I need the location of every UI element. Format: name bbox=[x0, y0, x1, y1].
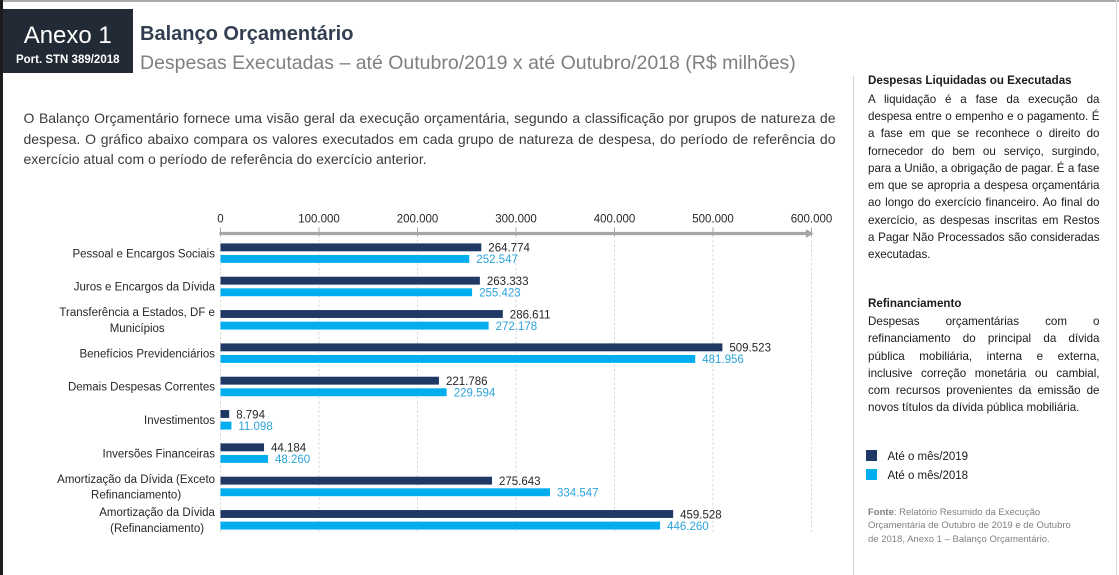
svg-text:264.774: 264.774 bbox=[488, 243, 530, 255]
svg-text:200.000: 200.000 bbox=[397, 214, 439, 226]
svg-text:500.000: 500.000 bbox=[692, 214, 734, 226]
svg-text:Investimentos: Investimentos bbox=[144, 415, 215, 427]
svg-text:263.333: 263.333 bbox=[487, 276, 529, 288]
svg-text:Demais Despesas Correntes: Demais Despesas Correntes bbox=[68, 382, 215, 394]
svg-text:300.000: 300.000 bbox=[495, 214, 537, 226]
svg-text:8.794: 8.794 bbox=[236, 409, 265, 421]
svg-text:286.611: 286.611 bbox=[510, 309, 551, 321]
svg-text:Amortização da Dívida (Exceto: Amortização da Dívida (Exceto bbox=[57, 474, 215, 486]
svg-text:(Refinanciamento): (Refinanciamento) bbox=[110, 523, 204, 535]
svg-text:400.000: 400.000 bbox=[594, 214, 636, 226]
svg-text:446.260: 446.260 bbox=[667, 521, 709, 533]
svg-text:Pessoal e Encargos Sociais: Pessoal e Encargos Sociais bbox=[72, 248, 215, 260]
svg-text:48.260: 48.260 bbox=[275, 454, 310, 466]
svg-text:Benefícios Previdenciários: Benefícios Previdenciários bbox=[79, 348, 215, 360]
svg-text:272.178: 272.178 bbox=[496, 321, 538, 333]
svg-text:459.528: 459.528 bbox=[680, 509, 722, 521]
svg-text:11.098: 11.098 bbox=[238, 421, 272, 433]
svg-text:221.786: 221.786 bbox=[446, 376, 488, 388]
svg-text:Municípios: Municípios bbox=[110, 323, 165, 335]
svg-text:509.523: 509.523 bbox=[729, 343, 771, 355]
svg-text:600.000: 600.000 bbox=[791, 214, 833, 226]
svg-text:Refinanciamento): Refinanciamento) bbox=[91, 490, 181, 502]
svg-text:334.547: 334.547 bbox=[557, 488, 599, 500]
svg-text:0: 0 bbox=[217, 214, 223, 226]
svg-text:44.184: 44.184 bbox=[271, 443, 307, 455]
svg-text:Juros e Encargos da Dívida: Juros e Encargos da Dívida bbox=[74, 282, 216, 294]
svg-text:Amortização da Dívida: Amortização da Dívida bbox=[99, 507, 215, 519]
svg-text:100.000: 100.000 bbox=[298, 214, 340, 226]
svg-text:252.547: 252.547 bbox=[476, 254, 518, 266]
svg-text:229.594: 229.594 bbox=[454, 388, 496, 400]
svg-text:Transferência a Estados, DF e: Transferência a Estados, DF e bbox=[59, 307, 215, 319]
svg-text:255.423: 255.423 bbox=[479, 288, 521, 300]
svg-text:481.956: 481.956 bbox=[702, 354, 744, 366]
svg-text:275.643: 275.643 bbox=[499, 476, 541, 488]
svg-text:Inversões Financeiras: Inversões Financeiras bbox=[103, 448, 216, 460]
